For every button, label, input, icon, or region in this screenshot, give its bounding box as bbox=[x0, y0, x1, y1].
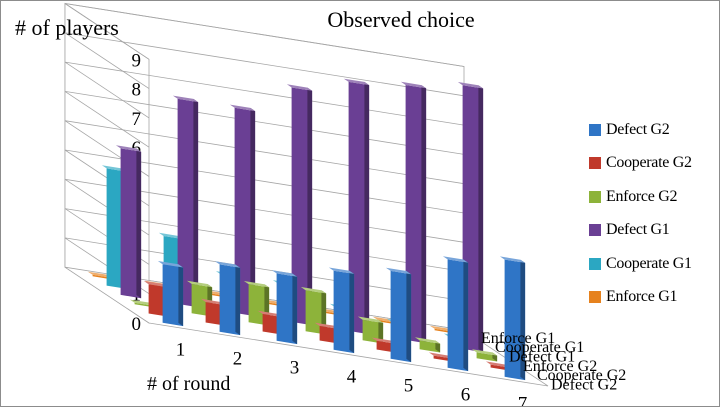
legend-swatch bbox=[589, 291, 601, 304]
legend-swatch bbox=[589, 224, 601, 237]
legend-swatch bbox=[589, 257, 601, 270]
depth-axis-label: Cooperate G2 bbox=[537, 367, 626, 384]
legend: Defect G2 Cooperate G2 Enforce G2 Defect G1… bbox=[589, 113, 720, 314]
bar-enforce-g2-round-6 bbox=[414, 337, 441, 353]
x-tick-label: 2 bbox=[233, 349, 243, 370]
bar-defect-g2-round-5 bbox=[385, 267, 412, 363]
x-tick-label: 5 bbox=[404, 376, 414, 397]
depth-axis-label: Enforce G2 bbox=[523, 358, 597, 375]
bar-enforce-g2-round-4 bbox=[300, 287, 327, 335]
bar-defect-g1-round-4 bbox=[286, 84, 313, 326]
y-tick-label: 8 bbox=[132, 80, 142, 101]
x-tick-label: 7 bbox=[518, 394, 528, 407]
y-tick-label: 0 bbox=[132, 314, 142, 335]
legend-item: Enforce G2 bbox=[589, 180, 720, 214]
legend-label: Cooperate G2 bbox=[606, 154, 692, 172]
bar-defect-g1-round-2 bbox=[172, 95, 199, 308]
legend-label: Enforce G2 bbox=[606, 187, 678, 205]
x-axis-label: # of round bbox=[147, 373, 231, 395]
gridline bbox=[64, 3, 465, 67]
x-tick-label: 4 bbox=[347, 367, 357, 388]
bar-defect-g2-round-1 bbox=[157, 261, 184, 327]
x-tick-label: 1 bbox=[176, 340, 186, 361]
depth-axis-label: Defect G2 bbox=[551, 376, 617, 393]
legend-swatch bbox=[589, 123, 601, 136]
bar-defect-g2-round-7 bbox=[499, 256, 526, 381]
x-tick-label: 3 bbox=[290, 358, 300, 379]
legend-item: Cooperate G1 bbox=[589, 247, 720, 281]
x-tick-label: 6 bbox=[461, 385, 471, 406]
bar-defect-g1-round-1 bbox=[115, 145, 142, 299]
bar-enforce-g2-round-5 bbox=[357, 316, 384, 344]
gridline bbox=[64, 32, 465, 97]
bar-defect-g2-round-6 bbox=[442, 256, 469, 372]
depth-axis-label: Cooperate G1 bbox=[495, 339, 584, 356]
bar-enforce-g2-round-7 bbox=[471, 349, 498, 362]
bar-defect-g2-round-3 bbox=[271, 270, 298, 345]
y-tick-label: 9 bbox=[132, 50, 142, 71]
legend-item: Defect G1 bbox=[589, 214, 720, 248]
depth-axis-label: Defect G1 bbox=[509, 348, 575, 365]
y-axis-label: # of players bbox=[15, 15, 119, 40]
legend-swatch bbox=[589, 157, 601, 170]
depth-axis-label: Enforce G1 bbox=[481, 330, 555, 347]
gridline bbox=[64, 91, 465, 155]
legend-swatch bbox=[589, 190, 601, 203]
bar-defect-g1-round-5 bbox=[343, 78, 370, 335]
bar-defect-g2-round-4 bbox=[328, 267, 355, 354]
legend-label: Defect G1 bbox=[606, 221, 670, 239]
legend-label: Defect G2 bbox=[606, 120, 670, 138]
chart-title: Observed choice bbox=[327, 7, 475, 32]
bar-defect-g1-round-3 bbox=[229, 104, 256, 317]
legend-item: Defect G2 bbox=[589, 113, 720, 147]
gridline bbox=[64, 61, 465, 126]
legend-item: Cooperate G2 bbox=[589, 147, 720, 181]
y-tick-label: 7 bbox=[132, 109, 142, 130]
bar-defect-g2-round-2 bbox=[214, 261, 241, 336]
legend-label: Cooperate G1 bbox=[606, 254, 692, 272]
legend-label: Enforce G1 bbox=[606, 288, 678, 306]
legend-item: Enforce G1 bbox=[589, 281, 720, 315]
